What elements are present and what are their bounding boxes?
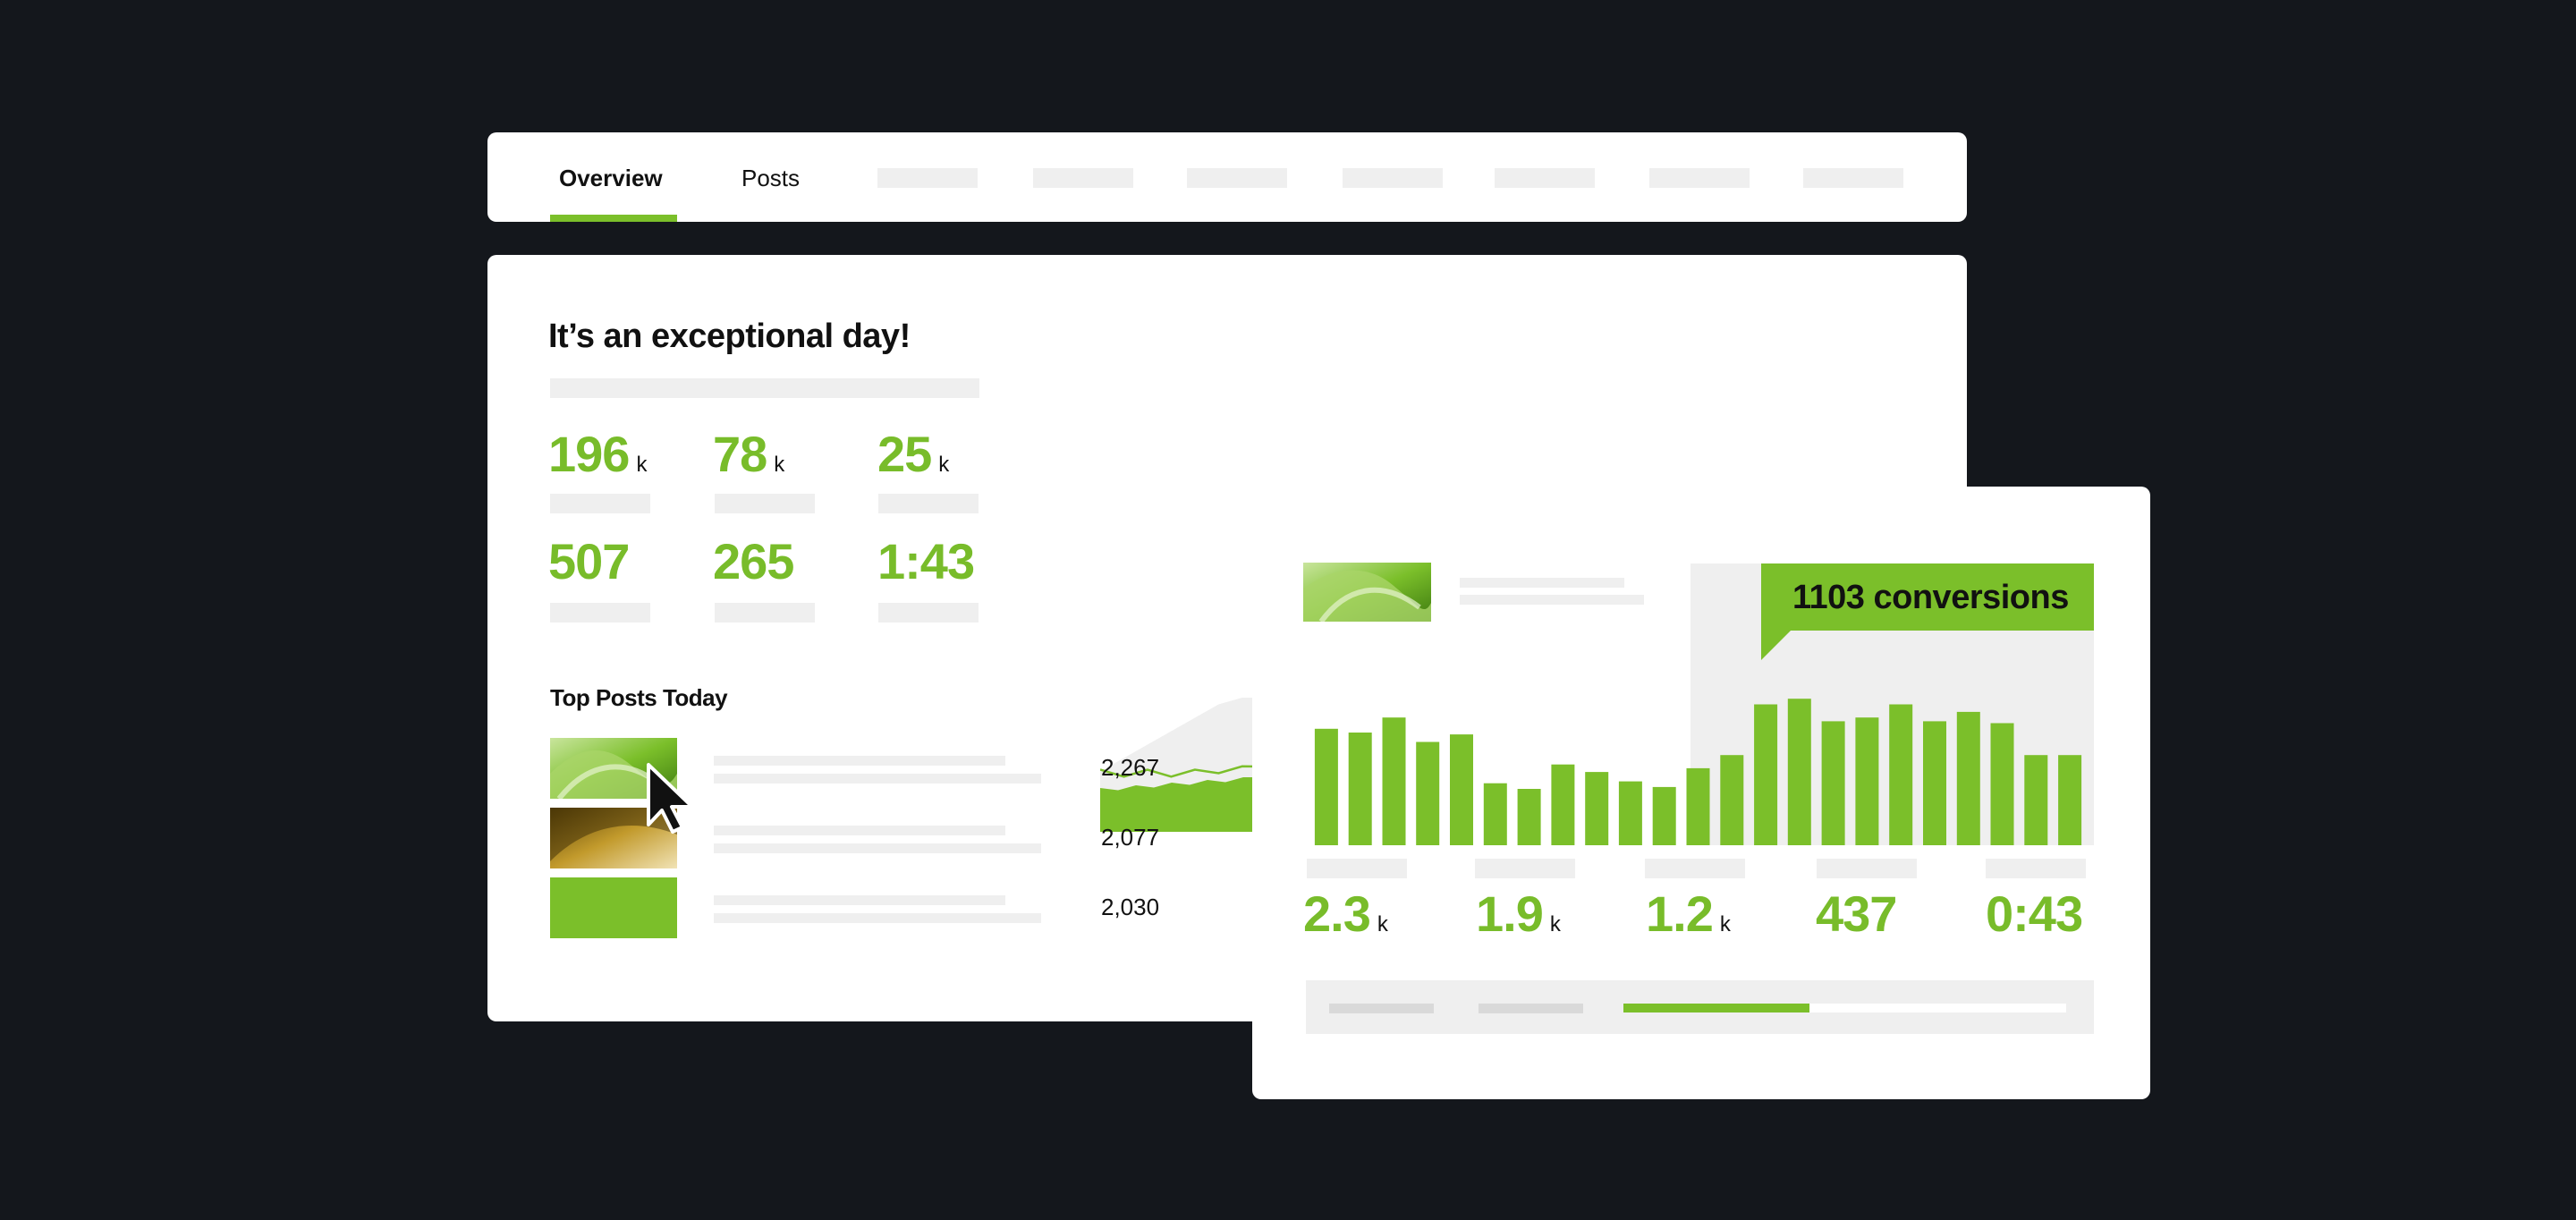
conversion-bar <box>1821 721 1845 845</box>
stat-value: 437 <box>1816 885 1897 942</box>
post-title-placeholder <box>714 826 1005 835</box>
progress-fill <box>1623 1004 1809 1012</box>
stat-label-placeholder <box>878 494 979 513</box>
stat-label-placeholder <box>1817 859 1917 878</box>
post-title-placeholder <box>714 756 1005 766</box>
stat-label-placeholder <box>715 603 815 623</box>
active-tab-indicator <box>550 215 677 222</box>
conversions-card: 1103 conversions 2.3 k 1.9 k 1.2 k 437 0:43 <box>1252 487 2150 1099</box>
tab-overview[interactable]: Overview <box>559 165 663 191</box>
post-meta-placeholder <box>714 913 1041 923</box>
stat-value: 507 <box>548 533 630 589</box>
stat-label-placeholder <box>1986 859 2086 878</box>
stat-label-placeholder <box>1645 859 1745 878</box>
conversion-bar <box>2058 755 2082 845</box>
conversion-bar <box>1956 711 1980 845</box>
progress-panel <box>1306 980 2094 1034</box>
conversion-bar <box>1618 781 1642 845</box>
stat-label-placeholder <box>715 494 815 513</box>
stat-value: 1.9 k <box>1476 885 1561 942</box>
stat-value: 25 k <box>877 426 950 482</box>
post-thumbnail[interactable] <box>550 877 677 938</box>
stat-value: 2.3 k <box>1303 885 1388 942</box>
stat-value: 1:43 <box>877 533 975 589</box>
top-posts-title: Top Posts Today <box>550 684 728 711</box>
stat-label-placeholder <box>550 603 650 623</box>
progress-track[interactable] <box>1623 1004 2066 1012</box>
post-meta-placeholder <box>1460 595 1644 605</box>
conversion-bar <box>1585 772 1609 845</box>
post-thumbnail[interactable] <box>550 808 677 868</box>
tab-placeholder[interactable] <box>877 168 978 188</box>
conversion-bar <box>1483 783 1507 845</box>
stat-value: 1.2 k <box>1646 885 1731 942</box>
conversion-bar <box>1551 764 1575 845</box>
post-views: 2,077 <box>1101 824 1160 851</box>
progress-label-placeholder <box>1329 1004 1434 1013</box>
post-views: 2,267 <box>1101 754 1160 781</box>
conversion-bar <box>1923 721 1946 845</box>
conversions-callout: 1103 conversions <box>1761 563 2094 631</box>
conversion-bar <box>1382 717 1406 845</box>
stat-label-placeholder <box>550 494 650 513</box>
conversion-bar <box>1348 733 1372 845</box>
conversions-callout-text: 1103 conversions <box>1792 579 2069 616</box>
conversion-bar <box>1652 786 1676 845</box>
post-thumbnail[interactable] <box>1303 563 1431 622</box>
stat-value: 196 k <box>548 426 648 482</box>
tab-bar: Overview Posts <box>487 132 1967 222</box>
conversion-bar <box>1855 717 1879 845</box>
stat-value: 78 k <box>713 426 785 482</box>
conversion-bar <box>1450 734 1473 845</box>
stat-label-placeholder <box>1475 859 1575 878</box>
conversions-bar-chart <box>1314 563 2094 845</box>
post-title-placeholder <box>1460 578 1624 588</box>
tab-placeholder[interactable] <box>1343 168 1443 188</box>
conversion-bar <box>1517 789 1541 845</box>
stat-label-placeholder <box>1307 859 1407 878</box>
tab-placeholder[interactable] <box>1187 168 1287 188</box>
tab-placeholder[interactable] <box>1033 168 1133 188</box>
subtitle-placeholder <box>550 378 979 398</box>
post-meta-placeholder <box>714 774 1041 784</box>
conversion-bar <box>1754 704 1778 845</box>
conversion-bar <box>1720 755 1744 845</box>
stat-value: 0:43 <box>1986 885 2083 942</box>
post-title-placeholder <box>714 895 1005 905</box>
conversion-bar <box>1416 741 1440 845</box>
stat-value: 265 <box>713 533 794 589</box>
conversion-bar <box>1889 704 1913 845</box>
tab-posts[interactable]: Posts <box>741 165 801 191</box>
post-views: 2,030 <box>1101 894 1160 920</box>
stat-label-placeholder <box>878 603 979 623</box>
post-meta-placeholder <box>714 843 1041 853</box>
conversion-bar <box>1686 767 1710 845</box>
page-headline: It’s an exceptional day! <box>548 318 911 355</box>
conversion-bar <box>1314 728 1338 845</box>
conversion-bar <box>2024 755 2048 845</box>
conversion-bar <box>1990 723 2014 845</box>
tab-placeholder[interactable] <box>1803 168 1903 188</box>
post-thumbnail[interactable] <box>550 738 677 799</box>
tab-placeholder[interactable] <box>1495 168 1595 188</box>
conversion-bar <box>1787 699 1811 845</box>
pointer-cursor-icon <box>647 763 694 834</box>
tab-placeholder[interactable] <box>1649 168 1750 188</box>
progress-label-placeholder <box>1479 1004 1583 1013</box>
callout-tail <box>1761 630 1792 660</box>
